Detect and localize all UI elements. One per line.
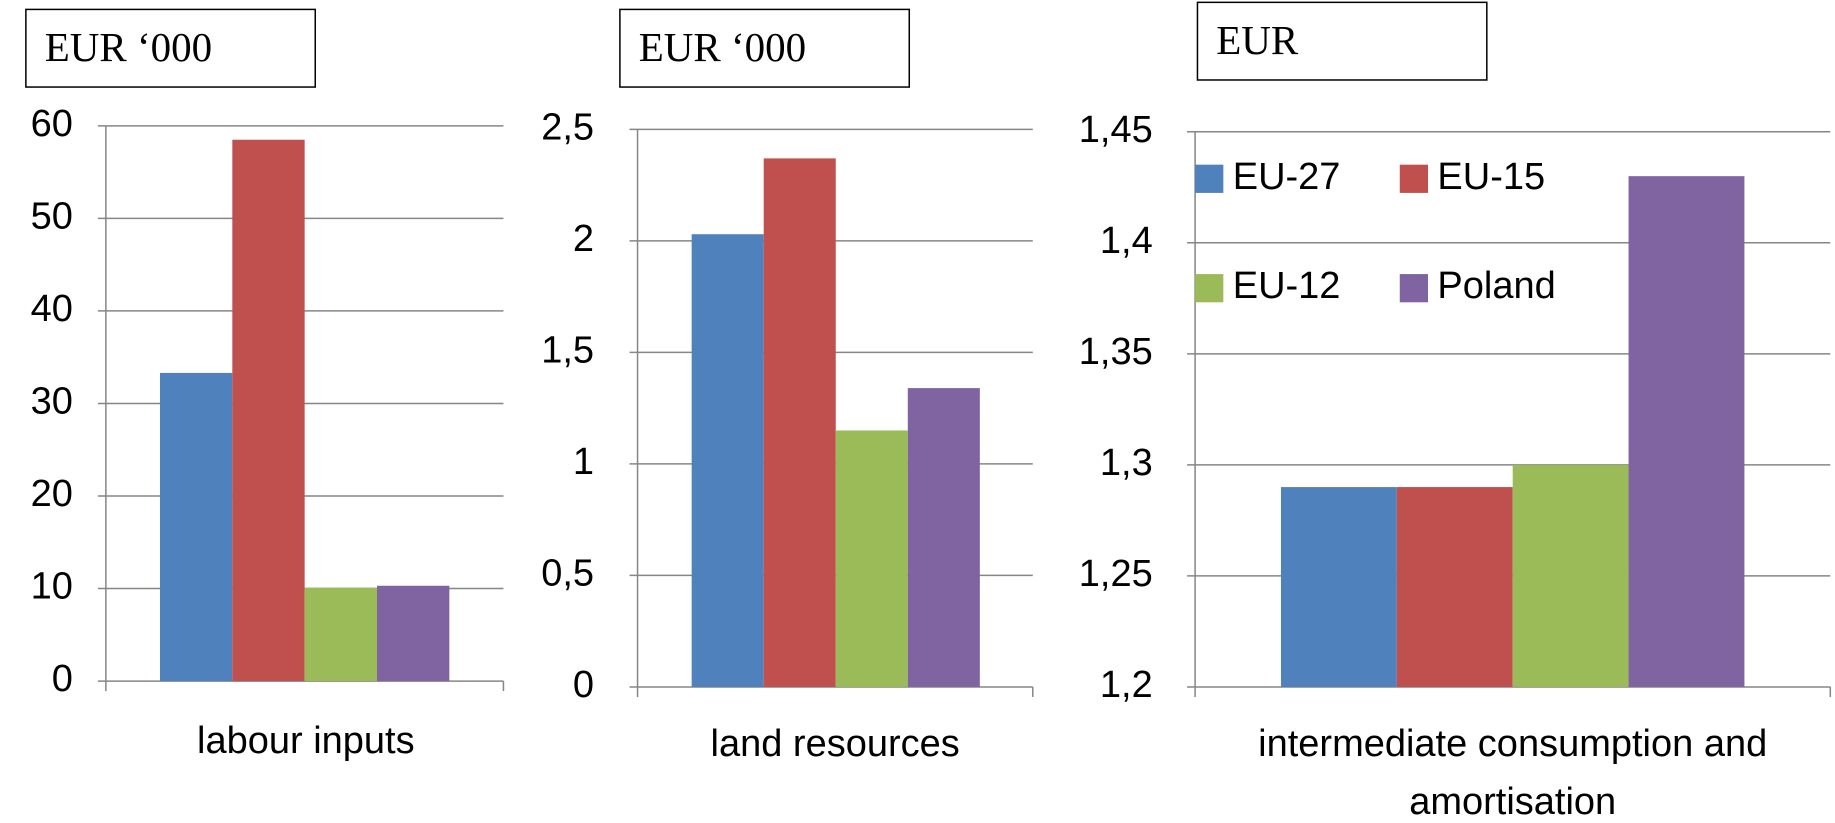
x-tick-label: land resources (710, 723, 960, 766)
y-tick-label: 30 (31, 380, 73, 422)
y-tick-label: 60 (31, 103, 73, 145)
legend-swatch (1399, 164, 1429, 193)
unit-box (25, 8, 316, 88)
bar (1512, 464, 1629, 687)
legend-label: EU-27 (1233, 156, 1341, 198)
bar (232, 139, 305, 682)
y-tick-label: 1,25 (1079, 553, 1153, 595)
y-tick-label: 2,5 (541, 106, 594, 148)
y-tick-label: 1 (573, 441, 594, 483)
bar (304, 587, 377, 682)
y-tick-label: 50 (31, 195, 73, 237)
y-tick-label: 0,5 (541, 552, 594, 594)
y-tick-label: 1,45 (1079, 109, 1153, 151)
y-tick-label: 1,2 (1100, 664, 1153, 706)
unit-label: EUR ‘000 (45, 24, 212, 70)
y-tick-label: 2 (573, 218, 594, 260)
y-tick-label: 0 (573, 664, 594, 706)
unit-label: EUR (1216, 17, 1299, 63)
y-tick-label: 1,35 (1079, 331, 1153, 373)
bar (907, 388, 980, 687)
bar (159, 372, 233, 682)
bar (1396, 487, 1513, 687)
y-tick-label: 10 (31, 566, 73, 608)
bar (376, 585, 450, 682)
unit-box (619, 8, 911, 88)
bar (1280, 487, 1397, 687)
unit-label: EUR ‘000 (639, 24, 806, 70)
legend-swatch (1195, 164, 1224, 193)
bar (763, 158, 836, 687)
y-tick-label: 20 (31, 473, 73, 515)
y-tick-label: 0 (52, 658, 73, 700)
x-tick-label: labour inputs (197, 719, 415, 762)
bar (691, 234, 764, 687)
legend-swatch (1195, 274, 1224, 303)
legend-label: Poland (1437, 265, 1555, 307)
y-tick-label: 1,4 (1100, 220, 1153, 262)
legend-label: EU-12 (1233, 265, 1341, 307)
y-tick-label: 1,3 (1100, 442, 1153, 484)
legend-label: EU-15 (1437, 156, 1545, 198)
unit-box (1196, 1, 1488, 81)
legend-swatch (1399, 274, 1429, 303)
y-tick-label: 40 (31, 288, 73, 330)
bar (1628, 176, 1745, 687)
bar (835, 430, 908, 687)
y-tick-label: 1,5 (541, 329, 594, 371)
x-tick-label: intermediate consumption and amortisatio… (1258, 723, 1768, 823)
